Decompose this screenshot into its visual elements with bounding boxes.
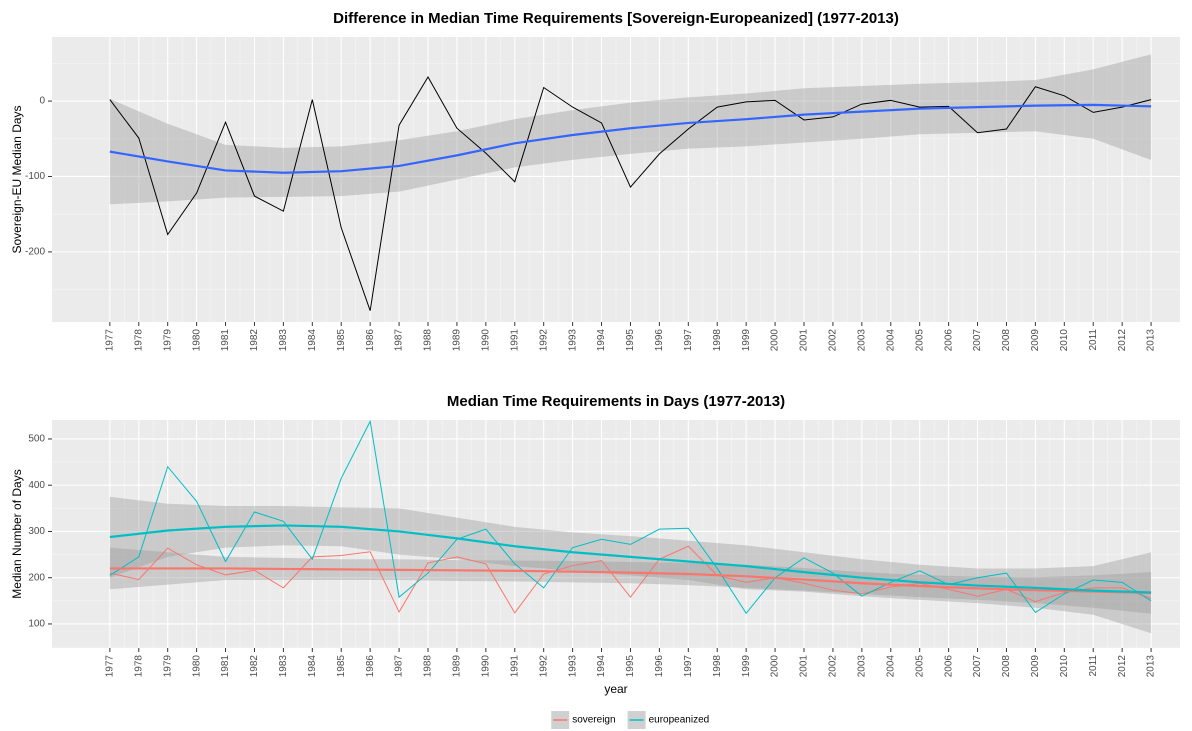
x-tick-label: 2000 — [770, 655, 781, 678]
x-tick-label: 1990 — [480, 329, 491, 352]
x-tick-label: 1997 — [683, 329, 694, 352]
x-tick-label: 1992 — [538, 329, 549, 352]
x-tick-label: 1994 — [596, 329, 607, 352]
x-tick-label: 1992 — [538, 655, 549, 678]
x-tick-label: 1989 — [452, 655, 463, 678]
x-tick-label: 2002 — [828, 329, 839, 352]
x-tick-label: 2012 — [1117, 655, 1128, 678]
y-axis-title: Median Number of Days — [10, 469, 24, 598]
x-tick-label: 2009 — [1030, 655, 1041, 678]
data-line — [109, 75, 1152, 311]
x-tick-label: 1995 — [625, 329, 636, 352]
smooth-line — [109, 524, 1152, 594]
x-tick-label: 1995 — [625, 655, 636, 678]
x-tick-label: 2010 — [1059, 329, 1070, 352]
x-tick-label: 2006 — [943, 655, 954, 678]
x-tick-label: 1981 — [220, 329, 231, 352]
y-axis-title: Sovereign-EU Median Days — [10, 105, 24, 253]
x-tick-label: 1989 — [452, 329, 463, 352]
x-axis-title: year — [604, 682, 627, 696]
x-tick-label: 1993 — [567, 655, 578, 678]
y-tick-label: 200 — [28, 572, 45, 583]
x-tick-label: 1983 — [278, 329, 289, 352]
x-tick-label: 1980 — [191, 329, 202, 352]
x-tick-label: 1977 — [104, 655, 115, 678]
x-tick-label: 1998 — [712, 655, 723, 678]
x-tick-label: 1979 — [162, 655, 173, 678]
y-tick-label: 300 — [28, 526, 45, 537]
x-tick-label: 2006 — [943, 329, 954, 352]
x-tick-label: 2012 — [1117, 329, 1128, 352]
x-tick-label: 1987 — [394, 655, 405, 678]
x-tick-label: 1978 — [133, 655, 144, 678]
y-tick-label: 400 — [28, 480, 45, 491]
x-tick-label: 1991 — [509, 329, 520, 352]
y-tick-label: 100 — [28, 619, 45, 630]
x-tick-label: 2010 — [1059, 655, 1070, 678]
y-tick-label: -100 — [25, 171, 45, 182]
x-tick-label: 2003 — [856, 655, 867, 678]
x-tick-label: 2001 — [799, 655, 810, 678]
x-tick-label: 2002 — [828, 655, 839, 678]
x-tick-label: 1979 — [162, 329, 173, 352]
x-tick-label: 1982 — [249, 655, 260, 678]
y-tick-label: 0 — [39, 96, 45, 107]
x-tick-label: 1988 — [423, 329, 434, 352]
legend-label: europeanized — [649, 715, 710, 726]
x-tick-label: 1993 — [567, 329, 578, 352]
x-tick-label: 1982 — [249, 329, 260, 352]
x-tick-label: 1999 — [741, 329, 752, 352]
x-tick-label: 2000 — [770, 329, 781, 352]
x-tick-label: 1996 — [654, 655, 665, 678]
confidence-ribbon — [109, 496, 1152, 634]
x-tick-label: 1978 — [133, 329, 144, 352]
legend-label: sovereign — [572, 715, 615, 726]
x-tick-label: 1981 — [220, 655, 231, 678]
smooth-line — [109, 103, 1152, 174]
y-tick-label: 500 — [28, 434, 45, 445]
x-tick-label: 1990 — [480, 655, 491, 678]
x-tick-label: 2003 — [856, 329, 867, 352]
x-tick-label: 2004 — [885, 329, 896, 352]
y-tick-label: -200 — [25, 247, 45, 258]
confidence-ribbon — [109, 547, 1152, 614]
x-tick-label: 1994 — [596, 655, 607, 678]
confidence-ribbon — [109, 54, 1152, 205]
chart-title: Median Time Requirements in Days (1977-2… — [447, 393, 785, 410]
x-tick-label: 2004 — [885, 655, 896, 678]
x-tick-label: 2005 — [914, 329, 925, 352]
smooth-line — [109, 567, 1152, 595]
x-tick-label: 2009 — [1030, 329, 1041, 352]
x-tick-label: 2011 — [1088, 655, 1099, 677]
x-tick-label: 2005 — [914, 655, 925, 678]
x-tick-label: 2008 — [1001, 655, 1012, 678]
x-tick-label: 1986 — [365, 329, 376, 352]
x-tick-label: 2013 — [1146, 329, 1157, 352]
x-tick-label: 1984 — [307, 329, 318, 352]
x-tick-label: 1997 — [683, 655, 694, 678]
x-tick-label: 1984 — [307, 655, 318, 678]
x-tick-label: 2001 — [799, 329, 810, 352]
x-tick-label: 1985 — [336, 329, 347, 352]
x-tick-label: 2008 — [1001, 329, 1012, 352]
chart-title: Difference in Median Time Requirements [… — [333, 10, 899, 27]
x-tick-label: 1999 — [741, 655, 752, 678]
x-tick-label: 2013 — [1146, 655, 1157, 678]
x-tick-label: 1980 — [191, 655, 202, 678]
x-tick-label: 1983 — [278, 655, 289, 678]
x-tick-label: 1986 — [365, 655, 376, 678]
x-tick-label: 1987 — [394, 329, 405, 352]
data-line — [109, 545, 1152, 614]
x-tick-label: 1998 — [712, 329, 723, 352]
x-tick-label: 2007 — [972, 329, 983, 352]
x-tick-label: 1996 — [654, 329, 665, 352]
x-tick-label: 1988 — [423, 655, 434, 678]
x-tick-label: 1977 — [104, 329, 115, 352]
data-line — [109, 419, 1152, 615]
x-tick-label: 1991 — [509, 655, 520, 678]
x-tick-label: 2011 — [1088, 329, 1099, 351]
x-tick-label: 1985 — [336, 655, 347, 678]
x-tick-label: 2007 — [972, 655, 983, 678]
